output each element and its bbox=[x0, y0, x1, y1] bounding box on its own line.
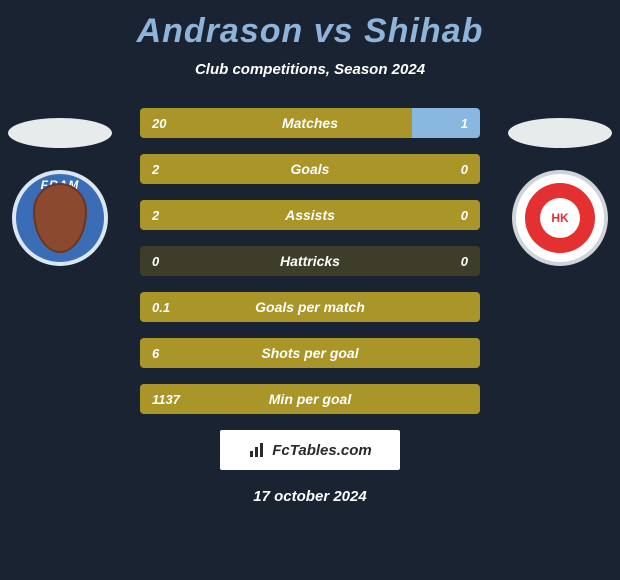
date-text: 17 october 2024 bbox=[0, 488, 620, 505]
player1-name: Andrason bbox=[137, 12, 304, 50]
stat-value-right: 1 bbox=[461, 108, 468, 138]
player-left-panel: FRAM bbox=[0, 118, 120, 266]
club-badge-right-ring: HK bbox=[525, 183, 595, 253]
player2-name: Shihab bbox=[364, 12, 483, 50]
player-left-placeholder bbox=[8, 118, 112, 148]
stat-label: Goals bbox=[140, 154, 480, 184]
stat-row: Shots per goal6 bbox=[140, 338, 480, 368]
stat-value-left: 2 bbox=[152, 200, 159, 230]
stats-bars: Matches201Goals20Assists20Hattricks00Goa… bbox=[140, 108, 480, 414]
club-badge-right: HK bbox=[512, 170, 608, 266]
stat-value-left: 1137 bbox=[152, 384, 180, 414]
vs-connector: vs bbox=[314, 12, 354, 50]
stat-row: Goals2 0 bbox=[140, 154, 480, 184]
stat-row: Goals per match0.1 bbox=[140, 292, 480, 322]
stat-value-left: 0 bbox=[152, 246, 159, 276]
subtitle: Club competitions, Season 2024 bbox=[0, 61, 620, 78]
stat-row: Hattricks0 0 bbox=[140, 246, 480, 276]
club-badge-left: FRAM bbox=[12, 170, 108, 266]
player-right-placeholder bbox=[508, 118, 612, 148]
stat-row: Min per goal1137 bbox=[140, 384, 480, 414]
brand-logo-icon bbox=[248, 441, 266, 459]
stat-label: Shots per goal bbox=[140, 338, 480, 368]
stat-value-left: 6 bbox=[152, 338, 159, 368]
stat-value-right: 0 bbox=[461, 154, 468, 184]
stat-label: Hattricks bbox=[140, 246, 480, 276]
stat-row: Matches20 1 bbox=[140, 108, 480, 138]
stat-label: Goals per match bbox=[140, 292, 480, 322]
comparison-title: Andrason vs Shihab bbox=[0, 0, 620, 51]
brand-box: FcTables.com bbox=[220, 430, 400, 470]
stat-value-left: 2 bbox=[152, 154, 159, 184]
stat-label: Min per goal bbox=[140, 384, 480, 414]
player-right-panel: HK bbox=[500, 118, 620, 266]
stat-value-right: 0 bbox=[461, 246, 468, 276]
stat-value-left: 20 bbox=[152, 108, 166, 138]
stat-value-left: 0.1 bbox=[152, 292, 170, 322]
stat-label: Matches bbox=[140, 108, 480, 138]
club-badge-right-text: HK bbox=[540, 198, 580, 238]
stat-value-right: 0 bbox=[461, 200, 468, 230]
stat-row: Assists2 0 bbox=[140, 200, 480, 230]
stat-label: Assists bbox=[140, 200, 480, 230]
club-badge-left-ball bbox=[33, 183, 87, 253]
brand-text: FcTables.com bbox=[272, 442, 371, 459]
